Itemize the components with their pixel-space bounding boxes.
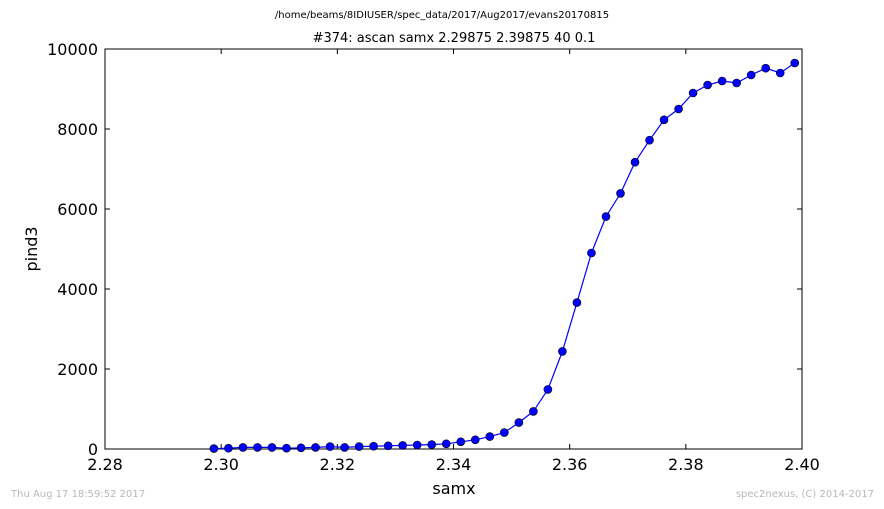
data-point [441, 439, 451, 449]
data-point [398, 441, 407, 450]
data-point [659, 115, 669, 125]
data-point [630, 157, 640, 167]
x-tick-label: 2.40 [784, 455, 820, 474]
chart-title: #374: ascan samx 2.29875 2.39875 40 0.1 [313, 31, 596, 46]
x-axis-label: samx [432, 479, 475, 498]
data-point [514, 418, 524, 427]
x-tick-label: 2.32 [320, 455, 356, 474]
data-point [746, 70, 756, 80]
data-point [775, 68, 785, 78]
y-axis-label: pind3 [22, 226, 41, 271]
plot-frame [104, 48, 803, 450]
data-point [688, 88, 698, 98]
x-tick-label: 2.38 [668, 455, 704, 474]
data-point [369, 441, 378, 451]
data-point [354, 442, 364, 451]
data-point [674, 104, 683, 114]
data-point [732, 78, 741, 88]
axes: 2.28 2.30 2.32 2.34 2.36 2.38 2.40 0 2000 4000 600… [47, 40, 820, 474]
data-point [616, 189, 625, 198]
data-point [238, 443, 248, 452]
series-line [213, 62, 796, 450]
x-tick-label: 2.30 [203, 455, 239, 474]
x-tick-label: 2.28 [87, 455, 123, 474]
data-point [717, 76, 727, 86]
data-point [253, 443, 262, 452]
y-tick-label: 2000 [57, 360, 98, 379]
data-point [427, 440, 437, 449]
data-point [470, 435, 480, 445]
data-point [601, 212, 611, 221]
y-tick-label: 0 [88, 440, 98, 459]
data-point [572, 298, 582, 307]
data-point [325, 442, 335, 451]
data-marks [209, 58, 800, 453]
y-tick-label: 8000 [57, 120, 98, 139]
timestamp: Thu Aug 17 18:59:52 2017 [11, 489, 146, 500]
figure-path: /home/beams/8IDIUSER/spec_data/2017/Aug2… [275, 10, 609, 21]
data-point [485, 432, 495, 441]
data-point [296, 443, 306, 453]
data-point [558, 347, 567, 356]
data-point [383, 441, 393, 451]
data-point [209, 444, 219, 453]
data-point [529, 407, 538, 416]
data-point [412, 440, 422, 450]
data-point [587, 248, 596, 258]
data-point [311, 443, 320, 452]
data-point [267, 443, 277, 452]
data-point [456, 437, 466, 447]
data-point [224, 443, 233, 453]
x-tick-label: 2.34 [436, 455, 472, 474]
data-point [790, 58, 800, 68]
data-point [282, 443, 291, 453]
data-point [500, 428, 509, 437]
credit: spec2nexus, (C) 2014-2017 [735, 489, 874, 500]
y-tick-label: 6000 [57, 200, 98, 219]
data-point [761, 63, 770, 73]
data-point [703, 80, 712, 90]
data-point [645, 135, 654, 145]
y-tick-label: 10000 [47, 40, 98, 59]
data-point [340, 443, 349, 452]
y-tick-label: 4000 [57, 280, 98, 299]
x-tick-label: 2.36 [552, 455, 588, 474]
data-point [543, 385, 553, 394]
